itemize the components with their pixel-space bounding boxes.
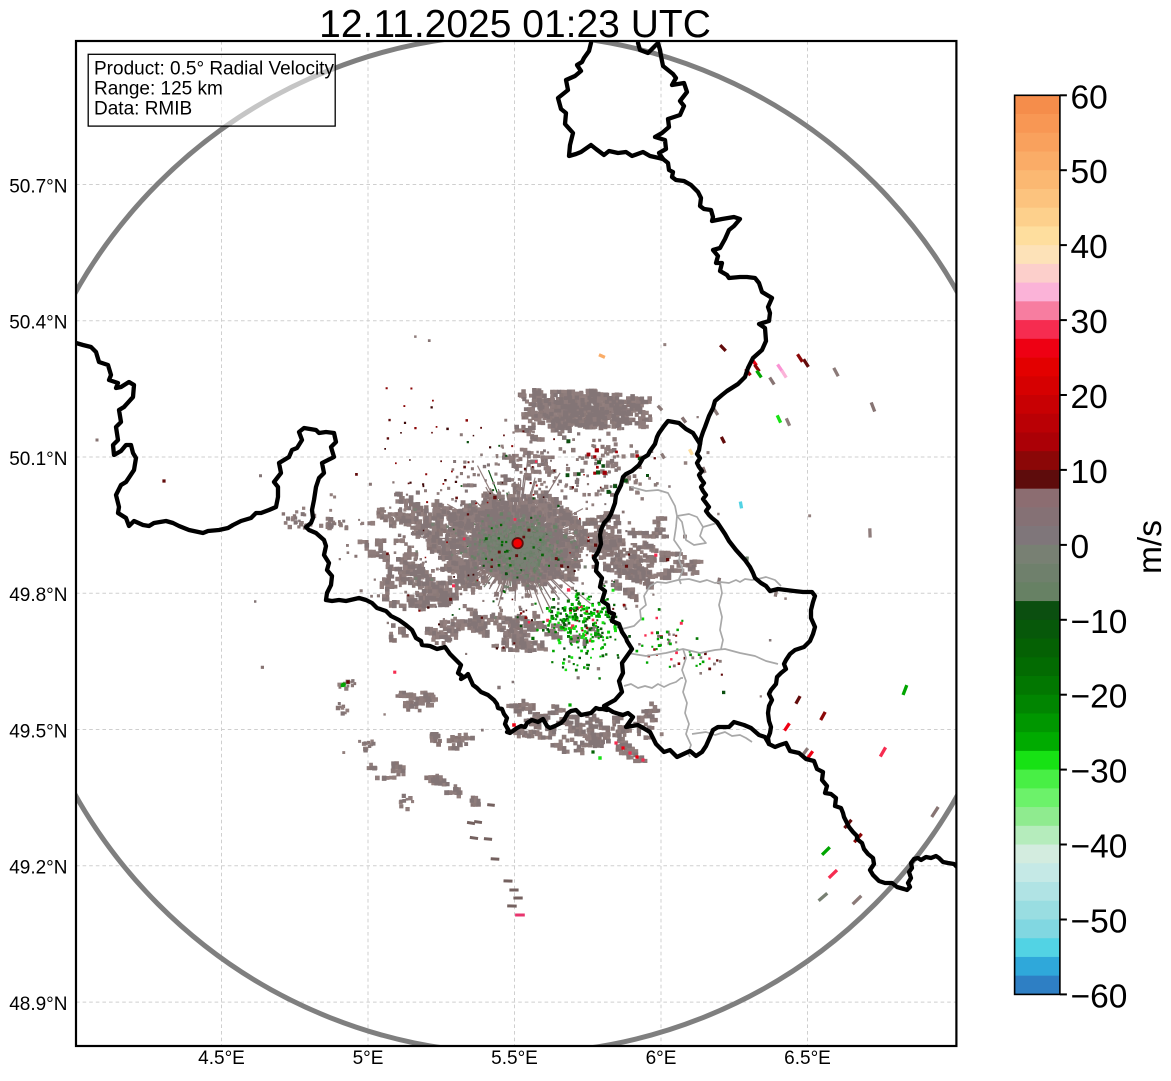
svg-text:−30: −30 <box>1071 754 1128 791</box>
svg-text:49.8°N: 49.8°N <box>9 585 67 606</box>
svg-text:5°E: 5°E <box>353 1048 384 1069</box>
svg-text:0: 0 <box>1071 529 1090 566</box>
svg-text:5.5°E: 5.5°E <box>491 1048 538 1069</box>
svg-text:Range: 125 km: Range: 125 km <box>94 78 223 99</box>
svg-text:48.9°N: 48.9°N <box>9 994 67 1015</box>
svg-text:6.5°E: 6.5°E <box>784 1048 831 1069</box>
svg-text:40: 40 <box>1071 229 1108 266</box>
svg-text:−40: −40 <box>1071 829 1128 866</box>
svg-text:30: 30 <box>1071 304 1108 341</box>
svg-text:50: 50 <box>1071 154 1108 191</box>
svg-text:−50: −50 <box>1071 904 1128 941</box>
svg-text:−10: −10 <box>1071 604 1128 641</box>
svg-text:6°E: 6°E <box>646 1048 677 1069</box>
svg-text:m/s: m/s <box>1132 520 1169 574</box>
svg-text:60: 60 <box>1071 79 1108 116</box>
svg-text:−60: −60 <box>1071 978 1128 1015</box>
svg-text:20: 20 <box>1071 379 1108 416</box>
svg-text:50.7°N: 50.7°N <box>9 176 67 197</box>
svg-text:12.11.2025 01:23 UTC: 12.11.2025 01:23 UTC <box>319 3 711 46</box>
svg-text:Data: RMIB: Data: RMIB <box>94 98 192 119</box>
svg-text:49.5°N: 49.5°N <box>9 721 67 742</box>
svg-text:Product: 0.5° Radial Velocity: Product: 0.5° Radial Velocity <box>94 58 334 79</box>
svg-text:10: 10 <box>1071 454 1108 491</box>
svg-text:−20: −20 <box>1071 679 1128 716</box>
svg-text:4.5°E: 4.5°E <box>198 1048 245 1069</box>
svg-text:50.1°N: 50.1°N <box>9 449 67 470</box>
svg-text:49.2°N: 49.2°N <box>9 858 67 879</box>
svg-text:50.4°N: 50.4°N <box>9 313 67 334</box>
